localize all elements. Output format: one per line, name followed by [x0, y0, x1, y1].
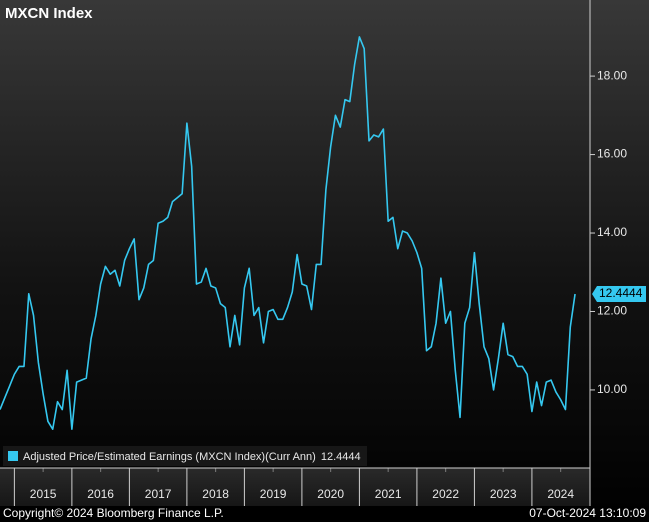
x-tick-label: 2019 [260, 487, 287, 501]
footer-copyright: Copyright© 2024 Bloomberg Finance L.P. [3, 506, 224, 520]
x-tick-label: 2020 [317, 487, 344, 501]
callout-label: 12.4444 [599, 286, 643, 300]
y-tick-label: 12.00 [597, 304, 627, 318]
legend-label: Adjusted Price/Estimated Earnings (MXCN … [23, 451, 316, 463]
y-tick-label: 10.00 [597, 382, 627, 396]
x-tick-label: 2015 [30, 487, 57, 501]
x-axis-band [0, 468, 590, 506]
legend-swatch [8, 451, 18, 461]
last-value-callout: 12.4444 [592, 286, 646, 303]
callout-box [592, 286, 646, 303]
footer-band [0, 506, 649, 522]
x-tick-label: 2023 [490, 487, 517, 501]
x-tick-label: 2017 [145, 487, 172, 501]
x-tick-label: 2024 [547, 487, 574, 501]
x-tick-label: 2016 [87, 487, 114, 501]
footer-timestamp: 07-Oct-2024 13:10:09 [529, 506, 646, 520]
x-tick-label: 2021 [375, 487, 402, 501]
legend-box [3, 446, 367, 466]
y-tick-label: 14.00 [597, 225, 627, 239]
legend-value: 12.4444 [321, 451, 361, 463]
x-tick-label: 2022 [432, 487, 459, 501]
legend: Adjusted Price/Estimated Earnings (MXCN … [3, 446, 367, 466]
x-tick-label: 2018 [202, 487, 229, 501]
y-tick-label: 16.00 [597, 147, 627, 161]
y-tick-label: 18.00 [597, 68, 627, 82]
chart-title: MXCN Index [5, 5, 93, 22]
line [0, 36, 576, 430]
